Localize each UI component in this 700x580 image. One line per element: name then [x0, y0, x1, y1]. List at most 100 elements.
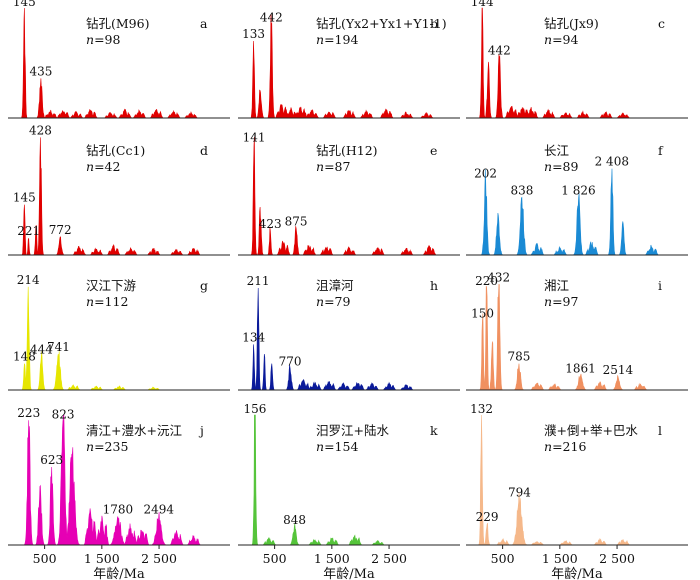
panel-title-d: 钻孔(Cc1) [86, 143, 145, 158]
panel-n-d: n=42 [86, 159, 120, 174]
panel-n-h: n=79 [316, 294, 350, 309]
panel-n-k: n=154 [316, 439, 358, 454]
tick-label-l-0: 500 [491, 551, 515, 566]
peak-label-i-2: 432 [487, 270, 510, 284]
panel-title-i: 湘江 [544, 278, 569, 293]
x-axis-label-k: 年龄/Ma [323, 567, 375, 580]
tick-label-l-2: 2 500 [599, 551, 635, 566]
panel-title-e: 钻孔(H12) [316, 143, 378, 158]
peak-label-d-0: 145 [13, 191, 36, 205]
panel-letter-g: g [200, 278, 208, 293]
peak-label-l-2: 794 [508, 486, 531, 500]
peak-label-k-0: 156 [243, 402, 266, 416]
panel-letter-k: k [430, 423, 438, 438]
panel-letter-h: h [430, 278, 438, 293]
panel-l: 132 229 794 濮+倒+举+巴水n=216 l 500 1 500 2 500年龄/M… [466, 402, 688, 580]
panel-n-e: n=87 [316, 159, 350, 174]
panel-title-f: 长江 [544, 143, 569, 158]
peak-label-e-2: 875 [285, 215, 308, 229]
panel-title-l: 濮+倒+举+巴水 [544, 423, 638, 438]
panel-e: 141 423 875 钻孔(H12)n=87 e [238, 131, 460, 256]
panel-a: 145 435 钻孔(M96)n=98 a [8, 0, 230, 119]
tick-label-l-1: 1 500 [542, 551, 578, 566]
peak-label-a-0: 145 [13, 0, 36, 9]
panel-j: 223 623 823 1780 2494 清江+澧水+沅江n=235 j 500 1 500 2… [8, 406, 230, 580]
panel-letter-a: a [200, 16, 208, 31]
peak-label-j-3: 1780 [103, 502, 134, 516]
peak-label-h-0: 134 [242, 330, 265, 344]
panel-n-f: n=89 [544, 159, 578, 174]
panel-letter-i: i [658, 278, 662, 293]
peak-label-h-1: 211 [247, 274, 270, 288]
panel-letter-c: c [658, 16, 665, 31]
tick-label-k-0: 500 [263, 551, 287, 566]
panel-n-a: n=98 [86, 32, 120, 47]
peak-label-k-1: 848 [283, 513, 306, 527]
peak-label-i-0: 150 [471, 306, 494, 320]
panel-letter-l: l [658, 423, 662, 438]
peak-label-i-1: 220 [475, 274, 498, 288]
panel-title-g: 汉江下游 [86, 278, 137, 293]
tick-label-j-2: 2 500 [141, 551, 177, 566]
panel-title-b: 钻孔(Yx2+Yx1+Y1-1) [316, 16, 447, 31]
panel-title-c: 钻孔(Jx9) [544, 16, 599, 31]
tick-label-k-1: 1 500 [314, 551, 350, 566]
panel-letter-f: f [658, 143, 664, 158]
x-axis-label-j: 年龄/Ma [93, 567, 145, 580]
peak-label-i-3: 785 [507, 350, 530, 364]
tick-label-j-1: 1 500 [84, 551, 120, 566]
peak-label-d-3: 772 [49, 223, 72, 237]
panel-n-c: n=94 [544, 32, 578, 47]
peak-label-g-1: 214 [17, 273, 40, 287]
panel-title-h: 沮漳河 [316, 278, 354, 293]
peak-label-d-1: 221 [17, 224, 40, 238]
panel-b: 133 442 钻孔(Yx2+Yx1+Y1-1)n=194 b [238, 11, 460, 119]
peak-label-g-3: 741 [47, 340, 70, 354]
peak-label-b-0: 133 [242, 27, 265, 41]
peak-label-c-0: 144 [471, 0, 494, 9]
panel-title-k: 汨罗江+陆水 [316, 423, 389, 438]
peak-label-g-2: 444 [30, 342, 53, 356]
peak-label-i-4: 1861 [565, 362, 596, 376]
x-axis-label-l: 年龄/Ma [551, 567, 603, 580]
peak-label-f-1: 838 [510, 183, 533, 197]
peak-label-b-1: 442 [260, 11, 283, 25]
panel-n-j: n=235 [86, 439, 128, 454]
peak-label-g-0: 148 [13, 350, 36, 364]
peak-label-e-0: 141 [243, 131, 266, 145]
peak-label-j-0: 223 [17, 406, 40, 420]
density-area-f [474, 168, 680, 256]
peak-label-l-0: 132 [470, 402, 493, 416]
peak-label-f-2: 1 826 [561, 183, 595, 197]
density-area-j [16, 414, 222, 546]
panel-letter-b: b [430, 16, 438, 31]
panel-title-a: 钻孔(M96) [86, 16, 149, 31]
panel-c: 144 442 钻孔(Jx9)n=94 c [466, 0, 688, 119]
panel-letter-d: d [200, 143, 208, 158]
peak-label-e-1: 423 [259, 217, 282, 231]
panel-letter-e: e [430, 143, 437, 158]
peak-label-c-1: 442 [488, 44, 511, 58]
peak-label-l-1: 229 [476, 510, 499, 524]
peak-label-j-2: 823 [52, 408, 75, 422]
peak-label-j-1: 623 [40, 453, 63, 467]
peak-label-d-2: 428 [29, 123, 52, 137]
panel-n-l: n=216 [544, 439, 586, 454]
panel-letter-j: j [198, 423, 204, 438]
peak-label-j-4: 2494 [143, 502, 174, 516]
panel-n-b: n=194 [316, 32, 358, 47]
panel-d: 145 221 428 772 钻孔(Cc1)n=42 d [8, 123, 230, 256]
peak-label-f-3: 2 408 [595, 155, 629, 169]
peak-label-f-0: 202 [474, 167, 497, 181]
panel-n-g: n=112 [86, 294, 128, 309]
peak-label-h-2: 770 [279, 354, 302, 368]
peak-label-a-1: 435 [29, 64, 52, 78]
tick-label-j-0: 500 [33, 551, 57, 566]
panel-n-i: n=97 [544, 294, 578, 309]
